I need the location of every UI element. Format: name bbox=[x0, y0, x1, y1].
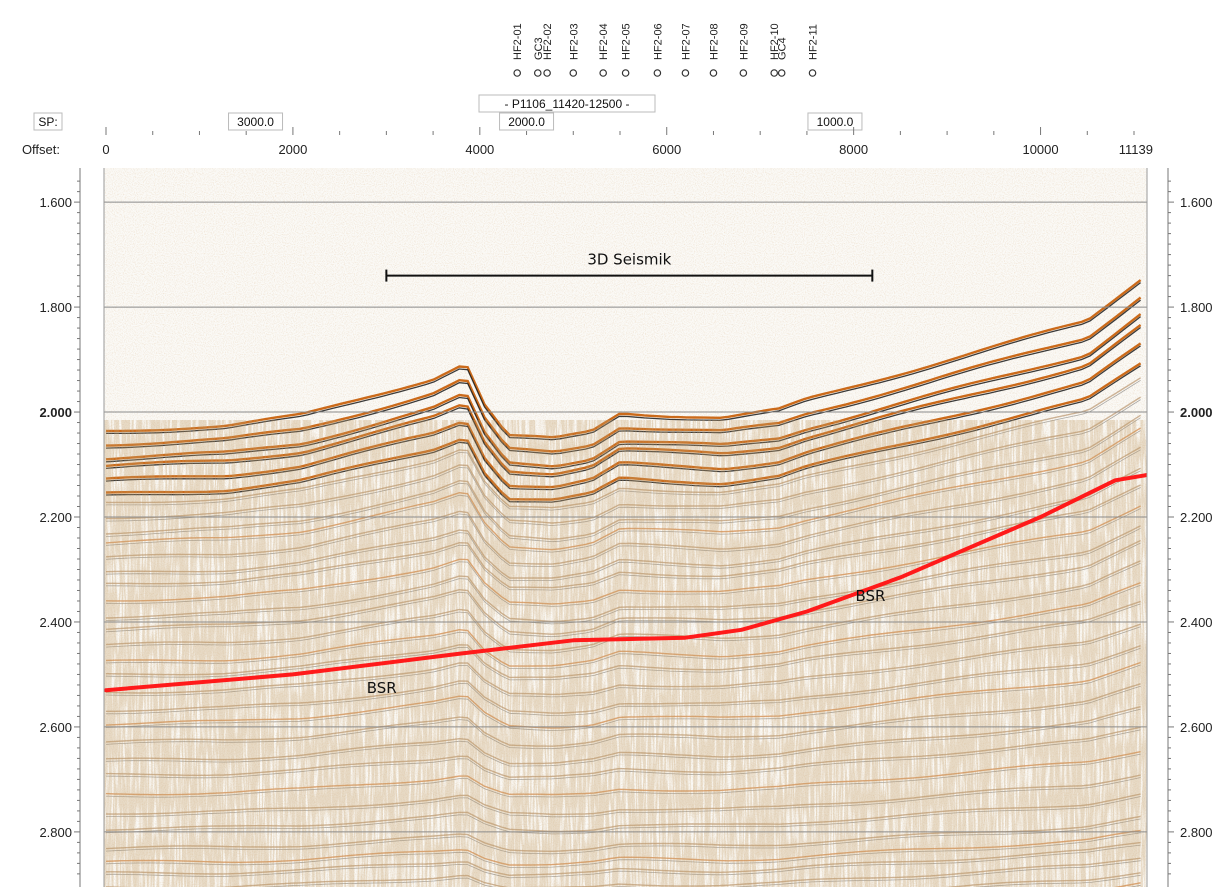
offset-tick-label: 8000 bbox=[839, 142, 868, 157]
well-marker bbox=[808, 69, 817, 77]
well-label: HF2-07 bbox=[680, 23, 692, 60]
time-tick-label: 2.800 bbox=[1180, 825, 1213, 840]
line-name-box bbox=[478, 94, 656, 113]
sp-tick-label: 2000.0 bbox=[508, 115, 545, 129]
time-tick-label: 2.800 bbox=[39, 825, 72, 840]
sp-label-box bbox=[807, 112, 863, 131]
time-tick-label: 1.600 bbox=[39, 195, 72, 210]
time-tick-label: 1.800 bbox=[39, 300, 72, 315]
line-name: - P1106_11420-12500 - bbox=[505, 97, 630, 111]
reflector bbox=[106, 282, 1141, 441]
time-tick-label: 2.400 bbox=[39, 615, 72, 630]
time-axis-left: 1.600 1.800 2.000 2.200 2.400 2.600 2.800 bbox=[39, 168, 81, 887]
well-marker bbox=[569, 69, 578, 77]
well-marker bbox=[709, 69, 718, 77]
well-label: HF2-02 bbox=[542, 23, 554, 60]
well-marker bbox=[533, 69, 542, 77]
offset-axis: 0 2000 4000 6000 8000 10000 11139 bbox=[102, 127, 1153, 157]
well-label: HF2-04 bbox=[598, 23, 610, 60]
sp-axis-label: SP: bbox=[38, 115, 57, 129]
well-marker bbox=[543, 69, 551, 77]
time-tick-label: 2.000 bbox=[1180, 405, 1213, 420]
offset-tick-label: 2000 bbox=[278, 142, 307, 157]
time-tick-label: 2.200 bbox=[1180, 510, 1213, 525]
sp-label-box bbox=[499, 112, 555, 131]
well-marker bbox=[621, 69, 630, 77]
well-marker bbox=[513, 69, 522, 77]
offset-tick-label: 10000 bbox=[1022, 142, 1058, 157]
well-label: HF2-03 bbox=[568, 23, 580, 60]
time-tick-label: 2.000 bbox=[39, 405, 72, 420]
time-tick-label: 1.800 bbox=[1180, 300, 1213, 315]
well-marker bbox=[777, 69, 786, 77]
well-label: HF2-09 bbox=[738, 23, 750, 60]
well-marker bbox=[653, 69, 662, 77]
deep-texture bbox=[104, 420, 1147, 887]
sp-label-box bbox=[33, 112, 63, 131]
well-label: HF2-06 bbox=[652, 23, 664, 60]
time-axis-right: 1.600 1.800 2.000 2.200 2.400 2.600 2.800 bbox=[1167, 168, 1213, 887]
offset-tick-label: 4000 bbox=[465, 142, 494, 157]
offset-tick-label: 11139 bbox=[1119, 142, 1153, 157]
time-tick-label: 2.200 bbox=[39, 510, 72, 525]
offset-tick-label: 6000 bbox=[652, 142, 681, 157]
time-tick-label: 1.600 bbox=[1180, 195, 1213, 210]
well-marker bbox=[681, 69, 690, 77]
bsr-label: BSR bbox=[855, 587, 885, 605]
bsr-label: BSR bbox=[367, 679, 397, 697]
well-label: GC4 bbox=[777, 37, 789, 60]
reflector bbox=[106, 279, 1142, 439]
well-marker bbox=[739, 69, 748, 77]
well-label: HF2-01 bbox=[512, 23, 524, 60]
well-label: HF2-08 bbox=[708, 23, 720, 60]
well-marker bbox=[770, 69, 779, 77]
well-label: HF2-10 bbox=[769, 23, 781, 60]
time-gridlines bbox=[104, 201, 1147, 833]
sp-tick-label: 3000.0 bbox=[237, 115, 274, 129]
well-marker bbox=[599, 69, 607, 77]
survey-label: 3D Seismik bbox=[587, 251, 671, 269]
well-label: GC3 bbox=[533, 37, 545, 60]
time-tick-label: 2.600 bbox=[39, 720, 72, 735]
well-label: HF2-11 bbox=[808, 24, 820, 60]
sp-tick-label: 1000.0 bbox=[817, 115, 854, 129]
sp-axis: 3000.0 2000.0 1000.0 bbox=[228, 112, 863, 131]
survey-extent-bar: 3D Seismik bbox=[385, 251, 874, 282]
time-tick-label: 2.600 bbox=[1180, 720, 1213, 735]
offset-axis-label: Offset: bbox=[22, 142, 60, 157]
time-tick-label: 2.400 bbox=[1180, 615, 1213, 630]
sp-label-box bbox=[228, 112, 284, 131]
offset-tick-label: 0 bbox=[102, 142, 109, 157]
bsr-line bbox=[104, 473, 1147, 693]
well-label: HF2-05 bbox=[621, 23, 633, 60]
